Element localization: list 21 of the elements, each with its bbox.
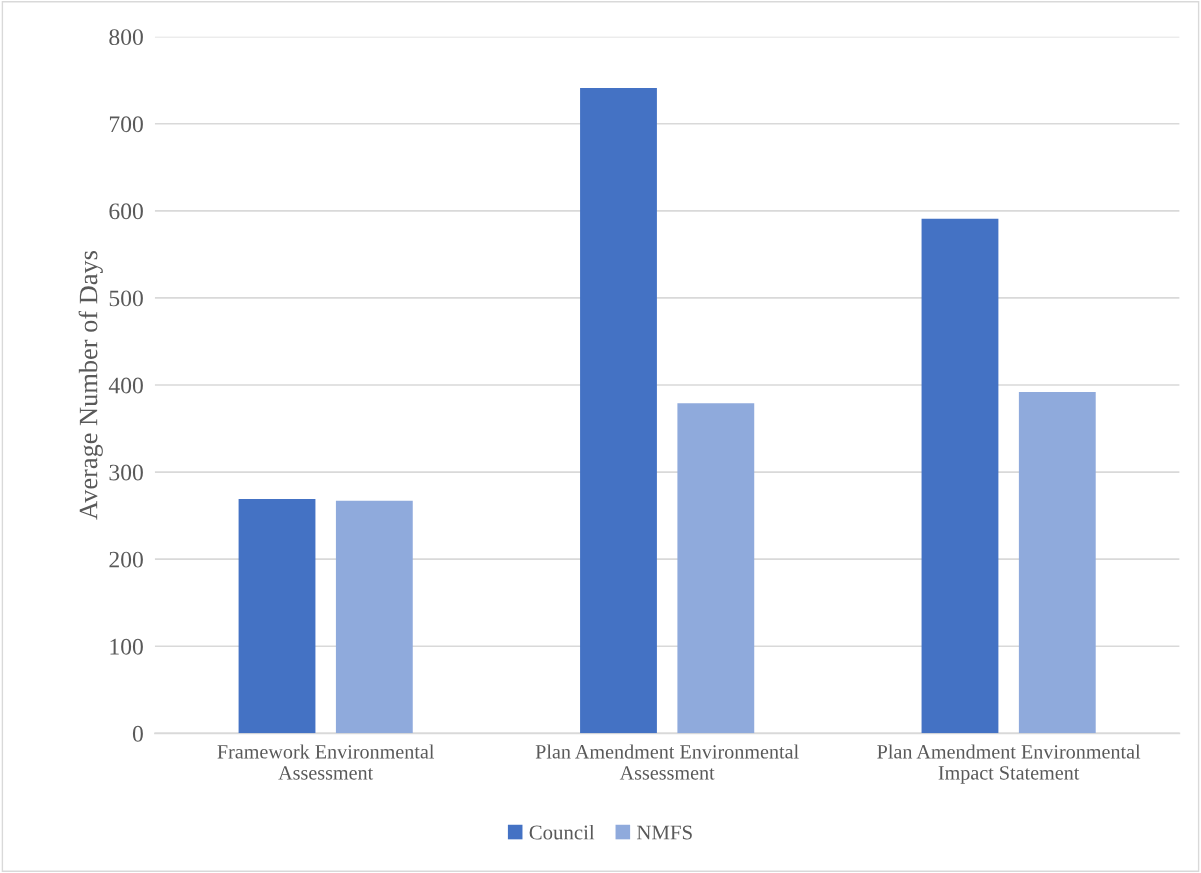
y-tick-label: 500 [109,290,143,307]
bar [677,403,755,734]
x-tick-label: Plan Amendment Environmental Impact Statement [877,744,1141,784]
y-tick-label: 700 [109,116,143,133]
y-tick-label: 0 [132,725,143,742]
y-tick-label: 400 [108,377,143,394]
x-tick-label: Plan Amendment Environmental Assessment [535,744,799,780]
bar [238,499,316,734]
bar [335,500,413,734]
y-axis-title: Average Number of Days [78,251,103,520]
y-tick-label: 100 [110,638,143,655]
legend-label: Council [529,824,595,840]
legend-label: NMFS [636,825,692,840]
y-tick-label: 300 [109,464,143,481]
bar [1018,391,1096,734]
y-tick-label: 600 [109,203,143,220]
bar [580,88,657,734]
y-tick-label: 200 [109,551,143,568]
y-tick-label: 800 [109,29,143,46]
bar [921,218,999,734]
x-tick-label: Framework Environmental Assessment [217,744,435,780]
